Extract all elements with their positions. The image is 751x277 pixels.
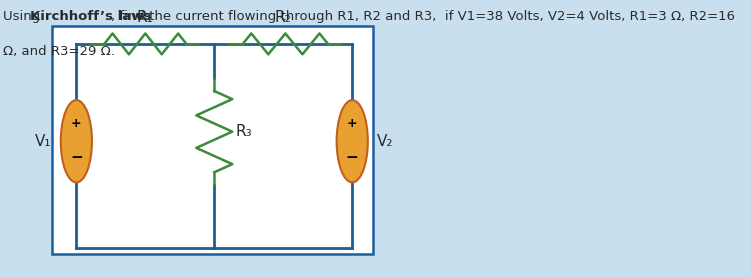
Text: V₁: V₁ [35,134,52,149]
Text: R₂: R₂ [275,10,291,25]
Text: Ω, and R3=29 Ω.: Ω, and R3=29 Ω. [2,45,114,58]
Text: R₃: R₃ [235,124,252,139]
Text: Kirchhoff’s laws: Kirchhoff’s laws [30,10,152,23]
Text: −: − [346,150,359,165]
Text: R₁: R₁ [137,10,154,25]
Text: Using: Using [2,10,44,23]
Text: +: + [347,117,357,130]
Text: +: + [71,117,82,130]
Ellipse shape [336,100,368,182]
Bar [53,26,373,254]
Text: −: − [70,150,83,165]
Ellipse shape [61,100,92,182]
Text: , find the current flowing through R1, R2 and R3,  if V1=38 Volts, V2=4 Volts, R: , find the current flowing through R1, R… [111,10,735,23]
Text: V₂: V₂ [377,134,394,149]
